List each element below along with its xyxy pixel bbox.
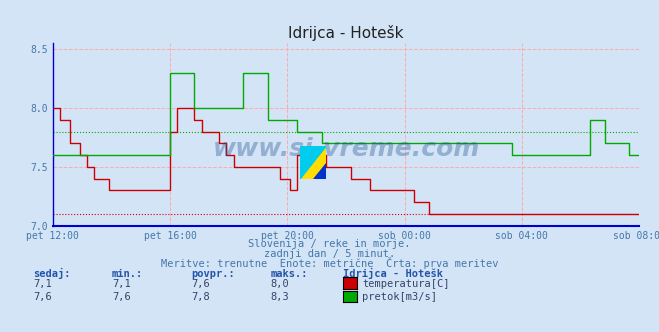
Text: Meritve: trenutne  Enote: metrične  Črta: prva meritev: Meritve: trenutne Enote: metrične Črta: … — [161, 257, 498, 269]
Text: 7,1: 7,1 — [33, 279, 51, 289]
Polygon shape — [300, 146, 326, 179]
Text: zadnji dan / 5 minut.: zadnji dan / 5 minut. — [264, 249, 395, 259]
Text: www.si-vreme.com: www.si-vreme.com — [212, 137, 480, 161]
Text: 7,6: 7,6 — [33, 292, 51, 302]
Polygon shape — [313, 163, 326, 179]
Polygon shape — [300, 146, 326, 179]
Text: sedaj:: sedaj: — [33, 268, 71, 279]
Text: Slovenija / reke in morje.: Slovenija / reke in morje. — [248, 239, 411, 249]
Text: 7,8: 7,8 — [191, 292, 210, 302]
Text: temperatura[C]: temperatura[C] — [362, 279, 450, 289]
Text: Idrijca - Hotešk: Idrijca - Hotešk — [343, 268, 443, 279]
Text: maks.:: maks.: — [270, 269, 308, 279]
Text: min.:: min.: — [112, 269, 143, 279]
Text: 8,3: 8,3 — [270, 292, 289, 302]
Text: 7,6: 7,6 — [112, 292, 130, 302]
Text: 7,1: 7,1 — [112, 279, 130, 289]
Title: Idrijca - Hotešk: Idrijca - Hotešk — [288, 25, 404, 41]
Text: 8,0: 8,0 — [270, 279, 289, 289]
Text: pretok[m3/s]: pretok[m3/s] — [362, 292, 438, 302]
Text: 7,6: 7,6 — [191, 279, 210, 289]
Text: povpr.:: povpr.: — [191, 269, 235, 279]
